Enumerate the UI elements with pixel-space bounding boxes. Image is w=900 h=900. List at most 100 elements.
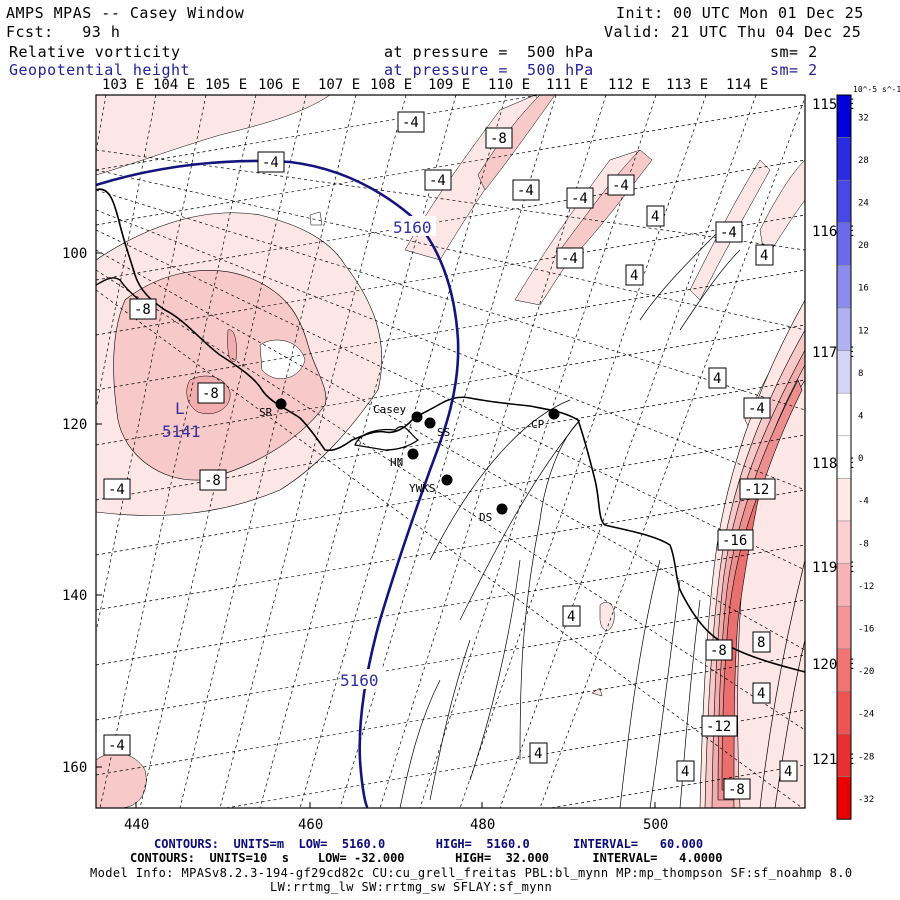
station-label: DS — [479, 511, 492, 524]
valid-time: Valid: 21 UTC Thu 04 Dec 25 — [604, 23, 862, 41]
svg-text:4: 4 — [713, 371, 721, 387]
colorbar-swatch — [836, 563, 852, 607]
svg-text:4: 4 — [567, 609, 575, 625]
vorticity-contour-label: 4 — [646, 205, 665, 227]
svg-text:-4: -4 — [402, 115, 419, 131]
y-axis-tick: 160 — [62, 760, 87, 776]
colorbar-tick: -24 — [858, 710, 874, 720]
vorticity-contour-label: -16 — [717, 529, 754, 551]
colorbar-tick: -12 — [858, 582, 874, 592]
colorbar-swatch — [836, 307, 852, 351]
x-axis-tick: 440 — [124, 817, 149, 833]
vorticity-contour-label: 4 — [755, 244, 774, 266]
station-label: SR — [259, 406, 273, 419]
colorbar-tick: 32 — [858, 113, 869, 123]
station-label: SS — [437, 426, 450, 439]
vorticity-contour-label: -4 — [397, 111, 425, 133]
svg-text:-4: -4 — [561, 251, 578, 267]
colorbar-swatch — [836, 265, 852, 309]
vorticity-contour-info: CONTOURS: UNITS=10 s LOW= -32.000 HIGH= … — [130, 851, 723, 865]
svg-text:-4: -4 — [748, 401, 765, 417]
vorticity-contour-label: -12 — [739, 478, 776, 500]
svg-text:4: 4 — [681, 764, 689, 780]
svg-text:-4: -4 — [612, 178, 629, 194]
vorticity-contour-label: -4 — [715, 221, 743, 243]
field1-smoothing: sm= 2 — [770, 43, 818, 61]
svg-text:4: 4 — [534, 746, 542, 762]
colorbar-swatch — [836, 137, 852, 181]
station-marker: CP — [531, 408, 560, 431]
vorticity-contour-label: -4 — [607, 174, 635, 196]
longitude-label: 105 E — [205, 77, 247, 93]
vorticity-contour-label: -4 — [424, 169, 452, 191]
longitude-label: 114 E — [726, 77, 768, 93]
height-label: 5160 — [393, 218, 432, 237]
vorticity-contour-label: 4 — [529, 742, 548, 764]
longitude-label: 113 E — [666, 77, 708, 93]
svg-text:4: 4 — [757, 686, 765, 702]
colorbar-swatch — [836, 392, 852, 437]
colorbar-swatch — [836, 478, 852, 522]
station-label: CP — [531, 418, 545, 431]
svg-text:-16: -16 — [722, 533, 747, 549]
colorbar-swatch — [836, 648, 852, 692]
svg-text:-8: -8 — [204, 473, 221, 489]
colorbar-tick: -20 — [858, 667, 874, 677]
svg-text:-8: -8 — [728, 782, 745, 798]
svg-text:-4: -4 — [262, 155, 279, 171]
vorticity-contour-label: 8 — [752, 631, 771, 653]
colorbar-tick: 8 — [858, 369, 863, 379]
svg-text:8: 8 — [757, 635, 765, 651]
station-marker: HN — [390, 448, 419, 469]
svg-text:-8: -8 — [490, 131, 507, 147]
svg-text:4: 4 — [784, 764, 792, 780]
colorbar-tick: 0 — [858, 454, 863, 464]
station-label: HN — [390, 456, 403, 469]
vorticity-contour-label: 4 — [676, 760, 695, 782]
y-axis-tick: 120 — [62, 417, 87, 433]
field1-level: at pressure = 500 hPa — [384, 43, 594, 61]
station-marker: SR — [259, 398, 287, 419]
vorticity-contour-label: -4 — [512, 179, 540, 201]
svg-text:-12: -12 — [744, 482, 769, 498]
field1-name: Relative vorticity — [9, 43, 181, 61]
longitude-label: 110 E — [488, 77, 530, 93]
colorbar-swatch — [836, 94, 852, 138]
low-pressure-value: 5141 — [162, 422, 201, 441]
colorbar-tick: -16 — [858, 625, 874, 635]
station-marker: DS — [479, 503, 508, 524]
y-axis-tick: 100 — [62, 246, 87, 262]
field2-smoothing: sm= 2 — [770, 61, 818, 79]
colorbar-swatch — [836, 350, 852, 394]
colorbar-tick: 16 — [858, 284, 869, 294]
station-marker: SS — [424, 417, 450, 439]
vorticity-contour-label: -4 — [743, 397, 771, 419]
longitude-label: 104 E — [153, 77, 195, 93]
longitude-label: 103 E — [102, 77, 144, 93]
top-longitude-labels: 103 E 104 E 105 E 106 E 107 E 108 E 109 E 110 E… — [102, 77, 768, 93]
vorticity-contour-label: -8 — [129, 298, 157, 320]
vorticity-contour-label: -8 — [197, 382, 225, 404]
vorticity-contour-label: 4 — [625, 264, 644, 286]
longitude-label: 111 E — [546, 77, 588, 93]
svg-text:-12: -12 — [706, 719, 731, 735]
colorbar-swatch — [836, 691, 852, 735]
app-title: AMPS MPAS -- Casey Window — [6, 4, 245, 22]
field2-level: at pressure = 500 hPa — [384, 61, 594, 79]
init-time: Init: 00 UTC Mon 01 Dec 25 — [616, 4, 864, 22]
vorticity-contour-label: -8 — [723, 778, 751, 800]
model-info-physics: LW:rrtmg_lw SW:rrtmg_sw SFLAY:sf_mynn — [270, 880, 553, 894]
colorbar-tick: 28 — [858, 156, 869, 166]
colorbar-tick: -8 — [858, 539, 869, 549]
svg-text:-4: -4 — [108, 482, 125, 498]
vorticity-contour-label: 4 — [562, 605, 581, 627]
svg-text:-8: -8 — [134, 302, 151, 318]
vorticity-contour-label: -4 — [556, 247, 584, 269]
longitude-label: 107 E — [318, 77, 360, 93]
vorticity-contour-label: -4 — [257, 151, 285, 173]
x-axis-tick: 480 — [470, 817, 495, 833]
svg-text:4: 4 — [630, 268, 638, 284]
y-axis-tick: 140 — [62, 588, 87, 604]
x-axis-tick: 460 — [298, 817, 323, 833]
